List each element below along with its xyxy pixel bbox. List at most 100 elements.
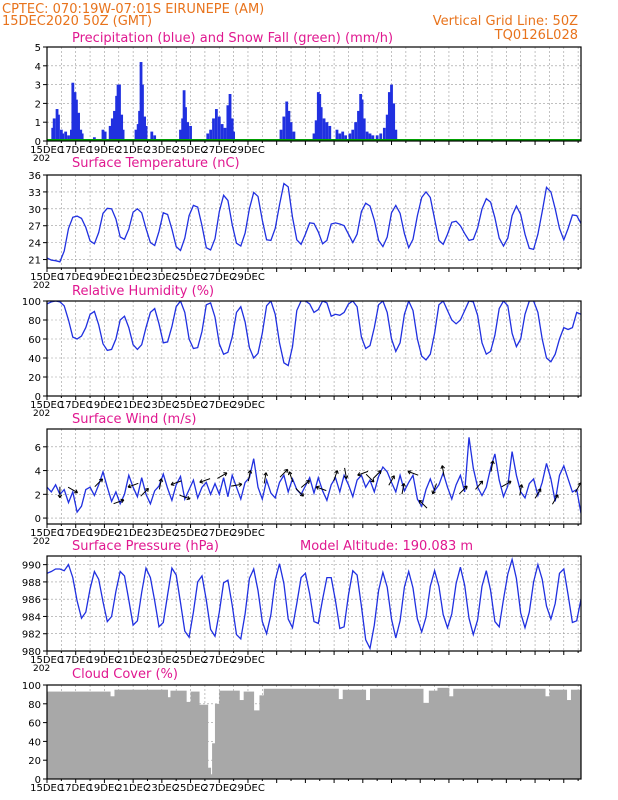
precip-bar	[144, 125, 148, 141]
x-tick-label: 27DEC	[202, 528, 236, 539]
year-fragment: 202	[33, 537, 50, 547]
y-tick-label: 2	[35, 99, 41, 110]
y-tick-label: 0	[35, 137, 41, 148]
precip-bar	[322, 118, 326, 141]
wind-arrow	[231, 482, 243, 487]
precip-bar	[292, 131, 296, 141]
wind-arrow	[388, 475, 395, 486]
cloud-title: Cloud Cover (%)	[72, 667, 178, 682]
cloud-bar	[214, 703, 220, 779]
wind-arrow	[295, 488, 304, 497]
precip-bar	[362, 118, 366, 141]
plot-frame	[46, 174, 582, 269]
wind-arrow	[315, 485, 327, 492]
precip-bar	[52, 118, 56, 141]
rh-line	[47, 301, 581, 367]
precip-bar	[108, 125, 112, 141]
precipitation-title: Precipitation (blue) and Snow Fall (gree…	[72, 31, 393, 46]
cloud-bar	[243, 691, 255, 779]
precip-bar	[387, 92, 391, 141]
precip-bar	[118, 84, 121, 141]
cloud-bar	[199, 704, 209, 779]
x-tick-label: 15DEC	[30, 783, 64, 794]
precip-bar	[230, 118, 234, 141]
x-tick-label: 25DEC	[174, 528, 208, 539]
y-tick-label: 6	[35, 443, 41, 454]
wind-arrow	[501, 480, 512, 488]
precip-bar	[375, 135, 379, 141]
wind-arrow	[247, 469, 253, 482]
x-tick-label: 19DEC	[88, 783, 122, 794]
y-tick-label: 100	[22, 297, 41, 308]
y-tick-label: 27	[28, 222, 41, 233]
precip-bar	[354, 122, 358, 141]
wind-arrow	[365, 473, 375, 483]
header-grid-note: Vertical Grid Line: 50Z	[433, 14, 578, 29]
precip-bar	[136, 124, 140, 141]
precip-bar	[71, 82, 75, 141]
year-fragment: 202	[33, 409, 50, 419]
wind-arrow	[357, 470, 369, 477]
precip-bar	[77, 112, 80, 141]
x-tick-label: 17DEC	[59, 783, 93, 794]
cloud-bar	[342, 689, 367, 779]
x-tick-label: 19DEC	[88, 655, 122, 666]
wind-arrow	[279, 468, 289, 478]
cloud-bar	[239, 700, 245, 779]
x-tick-label: 15DEC	[30, 528, 64, 539]
cloud-bar	[47, 691, 111, 779]
x-tick-label: 29DEC	[231, 528, 265, 539]
precip-bar	[279, 129, 283, 141]
header-station: CPTEC: 070:19W-07:01S EIRUNEPE (AM)	[2, 2, 264, 17]
y-tick-label: 20	[28, 373, 41, 384]
x-tick-label: 25DEC	[174, 272, 208, 283]
precip-bar	[312, 133, 316, 141]
precip-bar	[113, 110, 116, 141]
wind-arrow	[127, 482, 139, 489]
precip-bar	[120, 114, 124, 141]
wind-arrow	[343, 467, 349, 480]
x-tick-label: 17DEC	[59, 145, 93, 156]
y-tick-label: 20	[28, 756, 41, 767]
precip-bar	[217, 116, 221, 141]
x-tick-label: 19DEC	[88, 528, 122, 539]
cloud-bar	[219, 690, 240, 779]
cloud-bar	[110, 696, 115, 779]
header-model-code: TQ0126L028	[494, 28, 578, 43]
precip-bar	[282, 116, 286, 141]
precip-bar	[61, 133, 65, 141]
wind-title: Surface Wind (m/s)	[72, 412, 196, 427]
x-tick-label: 23DEC	[145, 400, 179, 411]
x-tick-label: 23DEC	[145, 783, 179, 794]
y-tick-label: 80	[28, 700, 41, 711]
x-tick-label: 17DEC	[59, 400, 93, 411]
precip-bar	[223, 127, 227, 141]
precip-bar	[335, 129, 339, 141]
cloud-bar	[365, 700, 371, 779]
precip-bar	[368, 133, 372, 141]
humidity-title: Relative Humidity (%)	[72, 284, 214, 299]
wind-panel: Surface Wind (m/s) 0 2 4 6 15DEC17DEC19DEC21…	[30, 412, 582, 547]
precip-bar	[57, 114, 60, 141]
wind-arrow	[113, 498, 125, 505]
x-tick-label: 21DEC	[116, 272, 150, 283]
pressure-panel: Surface Pressure (hPa) Model Altitude: 1…	[22, 539, 582, 674]
temp-line	[47, 182, 581, 263]
cloud-bar	[423, 702, 430, 779]
wind-arrow	[158, 478, 164, 490]
cloud-bar	[437, 687, 450, 779]
precip-bar	[103, 131, 107, 141]
precip-bar	[143, 116, 147, 141]
cloud-bar	[207, 767, 212, 779]
precip-bar	[138, 110, 141, 141]
cloud-panel: Cloud Cover (%) 0 20 40 60 80 100 15DEC17DEC19…	[22, 667, 582, 794]
precip-bar	[285, 101, 289, 141]
cloud-bar	[253, 710, 260, 779]
y-tick-label: 36	[28, 171, 41, 182]
precip-bar	[134, 129, 138, 141]
y-tick-label: 988	[22, 578, 41, 589]
x-tick-label: 21DEC	[116, 400, 150, 411]
y-tick-label: 980	[22, 647, 41, 658]
wind-line	[47, 437, 581, 514]
precip-bar	[184, 107, 187, 141]
